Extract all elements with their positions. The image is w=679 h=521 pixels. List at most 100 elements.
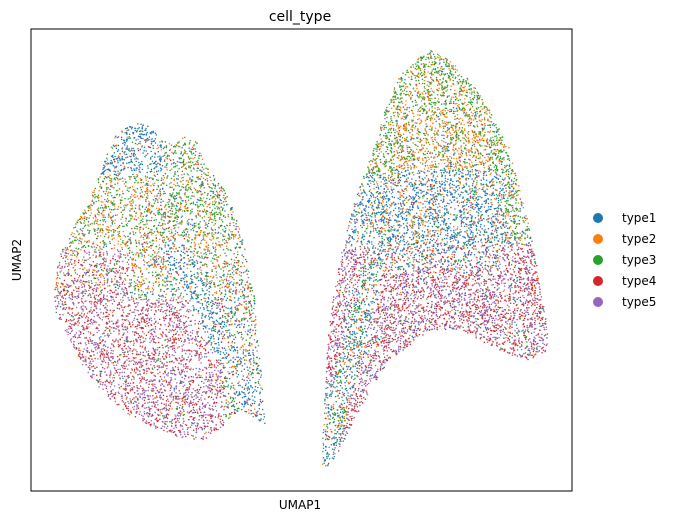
point-type1	[385, 197, 387, 200]
point-type5	[453, 245, 455, 247]
point-type5	[169, 370, 172, 372]
point-type5	[115, 338, 117, 340]
point-type5	[397, 347, 400, 349]
point-type3	[236, 318, 238, 320]
point-type5	[374, 349, 376, 351]
point-type1	[121, 150, 124, 153]
point-type2	[409, 214, 411, 216]
point-type5	[175, 387, 178, 390]
point-type5	[433, 286, 436, 289]
point-type1	[345, 397, 348, 399]
point-type2	[388, 206, 391, 209]
point-type3	[203, 201, 206, 203]
point-type4	[175, 401, 177, 404]
point-type1	[232, 404, 235, 406]
point-type3	[162, 174, 165, 177]
point-type1	[435, 203, 437, 206]
point-type1	[350, 323, 353, 326]
point-type5	[413, 331, 416, 333]
point-type3	[261, 388, 264, 391]
point-type2	[450, 124, 453, 126]
point-type2	[84, 240, 86, 242]
point-type4	[160, 388, 162, 390]
point-type3	[128, 247, 131, 249]
point-type3	[104, 207, 106, 209]
point-type5	[208, 318, 211, 321]
point-type3	[226, 321, 228, 324]
point-type2	[445, 131, 448, 134]
point-type2	[391, 248, 393, 251]
point-type5	[164, 324, 166, 326]
point-type3	[410, 109, 413, 112]
point-type1	[471, 144, 474, 147]
point-type3	[171, 210, 174, 213]
point-type1	[95, 200, 97, 203]
point-type5	[143, 394, 146, 396]
point-type2	[393, 88, 396, 91]
point-type5	[205, 352, 207, 355]
point-type1	[245, 303, 247, 305]
point-type4	[194, 336, 197, 338]
point-type3	[431, 74, 433, 76]
point-type1	[173, 257, 176, 259]
point-type2	[215, 292, 218, 295]
point-type1	[355, 311, 357, 314]
point-type3	[233, 282, 235, 284]
point-type2	[137, 138, 139, 141]
point-type5	[205, 304, 208, 307]
point-type2	[100, 195, 103, 197]
point-type3	[166, 155, 168, 158]
point-type4	[213, 265, 215, 267]
point-type1	[390, 188, 393, 190]
point-type1	[398, 208, 400, 210]
point-type2	[486, 113, 488, 115]
point-type5	[102, 347, 104, 350]
point-type1	[156, 173, 159, 175]
point-type1	[458, 173, 460, 175]
point-type5	[228, 279, 230, 282]
point-type1	[435, 260, 437, 263]
point-type2	[147, 191, 149, 193]
point-type4	[135, 361, 137, 363]
point-type4	[427, 178, 430, 180]
point-type2	[209, 275, 212, 278]
point-type1	[543, 335, 546, 337]
point-type2	[383, 270, 386, 273]
point-type3	[463, 211, 465, 214]
point-type2	[163, 303, 165, 305]
point-type4	[129, 389, 132, 392]
point-type3	[198, 205, 200, 207]
point-type4	[110, 352, 112, 354]
point-type1	[149, 146, 152, 149]
point-type2	[355, 338, 357, 341]
point-type3	[422, 112, 424, 115]
point-type2	[372, 227, 375, 230]
point-type2	[467, 103, 469, 106]
point-type3	[99, 370, 101, 373]
point-type1	[112, 165, 115, 167]
point-type5	[208, 366, 210, 368]
point-type4	[81, 298, 83, 300]
point-type4	[525, 261, 528, 264]
point-type1	[186, 275, 188, 277]
point-type3	[133, 285, 135, 288]
point-type1	[148, 272, 150, 274]
point-type2	[426, 241, 428, 244]
point-type5	[168, 280, 171, 283]
point-type5	[118, 230, 121, 233]
point-type2	[114, 136, 116, 139]
point-type2	[100, 200, 103, 203]
point-type2	[172, 235, 174, 238]
point-type4	[434, 217, 437, 219]
point-type5	[365, 346, 367, 349]
point-type1	[444, 229, 447, 232]
point-type1	[470, 99, 472, 101]
point-type5	[103, 283, 106, 286]
point-type2	[163, 265, 165, 267]
point-type3	[241, 279, 244, 281]
point-type3	[427, 65, 430, 68]
point-type3	[168, 155, 171, 157]
point-type1	[364, 207, 366, 210]
point-type3	[120, 206, 122, 209]
point-type2	[139, 215, 142, 218]
